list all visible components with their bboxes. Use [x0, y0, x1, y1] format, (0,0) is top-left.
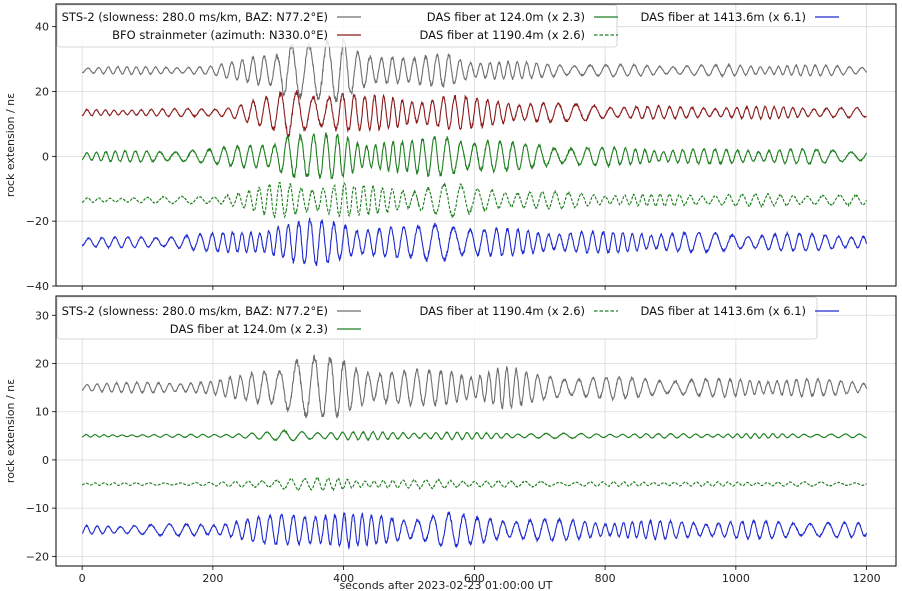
- series-line-3: [81, 477, 867, 492]
- legend-label: DAS fiber at 1413.6m (x 6.1): [640, 304, 806, 318]
- x-tick-label: 0: [79, 572, 86, 585]
- top-y-axis-label: rock extension / nε: [4, 93, 17, 197]
- bottom-traces: [81, 354, 868, 551]
- bottom-x-axis-label: seconds after 2023-02-23 01:00:00 UT: [339, 579, 552, 591]
- bottom-axes-frame: [55, 295, 897, 567]
- bottom-ticks: 0 200 400 600 800 1000 1200 −20 −10 0 10 20 30: [26, 309, 881, 585]
- x-tick-label: 1200: [853, 572, 881, 585]
- legend-frame: [56, 296, 818, 340]
- x-tick-label: 1000: [722, 572, 750, 585]
- series-line-1: [82, 36, 868, 103]
- y-tick-label: −20: [26, 215, 49, 228]
- series-line-5: [81, 217, 868, 267]
- y-tick-label: 0: [42, 454, 49, 467]
- legend-label: DAS fiber at 124.0m (x 2.3): [427, 10, 585, 24]
- y-tick-label: 0: [42, 150, 49, 163]
- y-tick-label: −10: [26, 502, 49, 515]
- bottom-y-axis-label: rock extension / nε: [4, 379, 17, 483]
- legend-frame: [56, 4, 618, 48]
- legend-label: DAS fiber at 1413.6m (x 6.1): [640, 10, 806, 24]
- bottom-panel: 0 200 400 600 800 1000 1200 −20 −10 0 10 20 30 rock …: [4, 295, 897, 591]
- series-line-2: [81, 428, 867, 442]
- series-line-2: [81, 90, 867, 139]
- y-tick-label: 20: [35, 86, 49, 99]
- x-tick-label: 200: [202, 572, 223, 585]
- y-tick-label: 30: [35, 309, 49, 322]
- series-line-3: [81, 132, 868, 180]
- top-panel: −40 −20 0 20 40 rock extension / nε STS-2 (s…: [4, 3, 897, 293]
- legend-label: DAS fiber at 1190.4m (x 2.6): [419, 304, 585, 318]
- x-tick-label: 800: [595, 572, 616, 585]
- legend-label: DAS fiber at 1190.4m (x 2.6): [419, 28, 585, 42]
- y-tick-label: 10: [35, 406, 49, 419]
- top-legend: STS-2 (slowness: 280.0 ms/km, BAZ: N77.2…: [56, 4, 839, 48]
- y-tick-label: −20: [26, 550, 49, 563]
- legend-label: DAS fiber at 124.0m (x 2.3): [170, 322, 328, 336]
- top-traces: [81, 36, 868, 267]
- top-ticks: −40 −20 0 20 40: [26, 21, 867, 293]
- bottom-legend: STS-2 (slowness: 280.0 ms/km, BAZ: N77.2…: [56, 296, 839, 340]
- series-line-4: [81, 511, 868, 551]
- y-tick-label: 40: [35, 21, 49, 34]
- legend-label: STS-2 (slowness: 280.0 ms/km, BAZ: N77.2…: [62, 304, 328, 318]
- x-tick-label: 400: [333, 572, 354, 585]
- y-tick-label: 20: [35, 358, 49, 371]
- legend-label: BFO strainmeter (azimuth: N330.0°E): [112, 28, 328, 42]
- series-line-4: [81, 181, 867, 219]
- series-line-1: [81, 354, 868, 419]
- top-axes-frame: [55, 3, 897, 287]
- y-tick-label: −40: [26, 280, 49, 293]
- legend-label: STS-2 (slowness: 280.0 ms/km, BAZ: N77.2…: [62, 10, 328, 24]
- x-tick-label: 600: [464, 572, 485, 585]
